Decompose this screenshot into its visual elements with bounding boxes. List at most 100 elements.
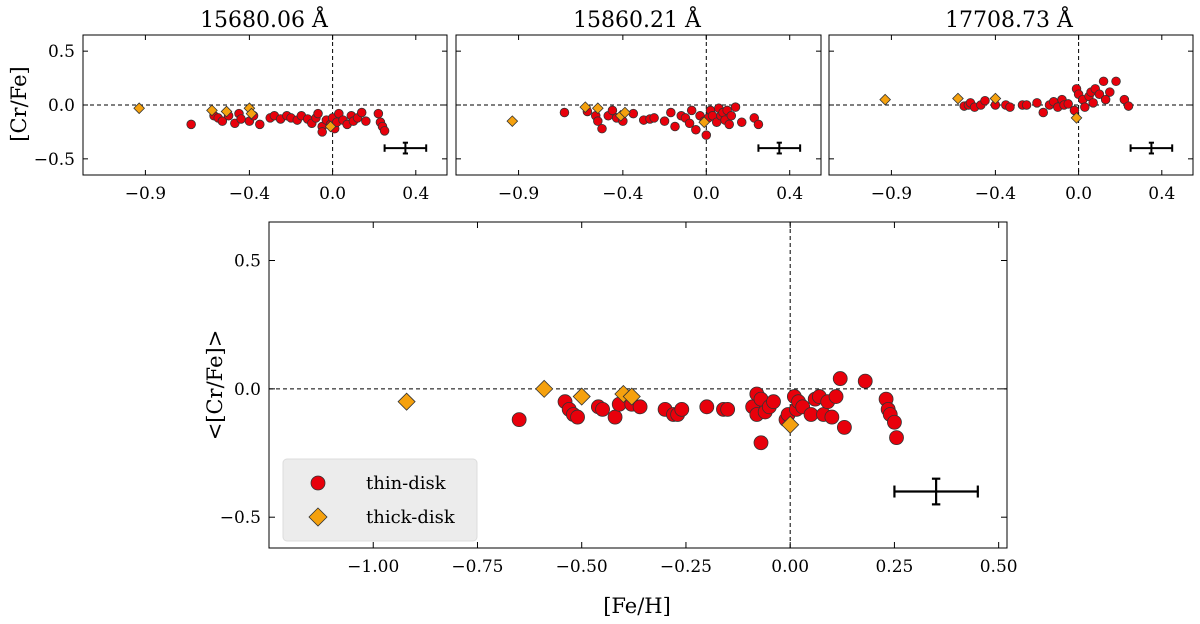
point-thin-disk (857, 373, 873, 389)
point-thick-disk (324, 120, 337, 133)
panel-15680: 15680.06 Å [Cr/Fe] −0.9 −0.4 0.0 0.4 0.5 0.0 −… (7, 5, 448, 204)
point-thick-disk (1070, 112, 1083, 124)
point-thick-disk (622, 387, 641, 406)
error-bar (757, 141, 802, 155)
legend-label-thick-disk: thick-disk (366, 507, 456, 528)
point-thin-disk (217, 116, 228, 126)
x-tick-label: 0.4 (776, 184, 803, 204)
point-thin-disk (730, 102, 741, 112)
point-thick-disk (397, 392, 416, 411)
x-tick-label: −0.9 (871, 184, 912, 204)
point-thin-disk (255, 119, 265, 130)
point-thin-disk (753, 119, 764, 130)
point-thick-disk (591, 102, 604, 115)
panel-title: 17708.73 Å (945, 5, 1074, 33)
y-tick-label: 0.5 (48, 42, 75, 62)
point-thin-disk (803, 407, 819, 422)
point-thin-disk (889, 430, 904, 446)
point-thin-disk (726, 111, 737, 121)
point-thin-disk (593, 116, 603, 126)
error-bar (1129, 141, 1174, 155)
x-tick-label: −0.50 (556, 557, 608, 577)
point-thin-disk (1005, 102, 1015, 112)
point-thin-disk (511, 412, 527, 428)
y-tick-label: 0.0 (234, 380, 261, 400)
point-thin-disk (824, 409, 840, 425)
x-tick-label: −0.4 (602, 184, 643, 204)
point-thin-disk (597, 123, 607, 134)
point-thin-disk (1100, 94, 1111, 105)
point-thin-disk (701, 130, 712, 140)
legend-marker-thick-disk (308, 507, 328, 527)
point-thick-disk (698, 116, 711, 129)
y-axis-label: <[Cr/Fe]> (203, 330, 227, 441)
x-tick-label: −0.4 (229, 184, 270, 204)
point-thin-disk (887, 414, 902, 430)
error-bar (893, 477, 979, 506)
point-thin-disk (607, 409, 623, 425)
point-thick-disk (220, 105, 233, 118)
point-thick-disk (572, 387, 591, 406)
x-tick-label: −0.9 (125, 184, 166, 204)
panel-title: 15680.06 Å (200, 5, 329, 33)
point-thick-disk (781, 415, 800, 434)
x-tick-label: 0.0 (319, 184, 346, 204)
point-thin-disk (836, 419, 852, 435)
point-thick-disk (206, 104, 218, 117)
point-thin-disk (313, 108, 323, 119)
point-thin-disk (559, 107, 570, 118)
point-thin-disk (317, 127, 327, 137)
point-thin-disk (649, 113, 659, 123)
point-thin-disk (1088, 98, 1098, 108)
point-thin-disk (737, 117, 747, 127)
y-tick-label: −0.5 (34, 150, 75, 170)
point-thin-disk (628, 108, 639, 119)
point-thin-disk (670, 121, 680, 132)
point-thin-disk (724, 119, 734, 130)
point-thin-disk (595, 401, 610, 417)
point-thin-disk (379, 126, 390, 136)
point-thin-disk (1123, 101, 1134, 111)
point-thick-disk (133, 102, 145, 115)
point-thin-disk (1021, 100, 1032, 110)
point-thin-disk (570, 409, 585, 425)
point-thick-disk (245, 107, 258, 120)
y-tick-label: 0.5 (234, 252, 261, 272)
point-thick-disk (989, 92, 1002, 105)
legend: thin-disk thick-disk (282, 458, 478, 542)
point-thick-disk (952, 92, 964, 105)
panel-15860: 15860.21 Å −0.9 −0.4 0.0 0.4 (455, 5, 822, 204)
y-tick-label: −0.5 (220, 508, 261, 528)
point-thin-disk (1105, 87, 1115, 97)
point-thin-disk (1080, 102, 1090, 112)
point-thin-disk (1098, 76, 1109, 87)
point-thin-disk (186, 119, 196, 130)
panel-mean: <[Cr/Fe]> [Fe/H] −1.00 −0.75 −0.50 −0.25 0.0… (203, 221, 1018, 618)
legend-marker-thin-disk (310, 475, 326, 491)
x-tick-label: 0.0 (693, 184, 720, 204)
x-tick-label: 0.50 (980, 557, 1018, 577)
point-thin-disk (686, 105, 697, 116)
point-thin-disk (666, 107, 676, 118)
y-tick-label: 0.0 (48, 96, 75, 116)
point-thin-disk (753, 435, 769, 451)
point-thin-disk (720, 401, 736, 417)
x-tick-label: 0.4 (402, 184, 429, 204)
x-tick-label: 0.00 (771, 557, 809, 577)
x-tick-label: −0.4 (975, 184, 1016, 204)
point-thin-disk (1111, 76, 1121, 87)
point-thin-disk (691, 125, 701, 135)
x-tick-label: −0.9 (498, 184, 539, 204)
point-thin-disk (356, 107, 367, 118)
panel-title: 15860.21 Å (573, 5, 702, 33)
point-thin-disk (1094, 89, 1105, 99)
point-thin-disk (632, 399, 648, 415)
x-tick-label: −0.25 (660, 557, 712, 577)
point-thin-disk (674, 401, 690, 417)
point-thin-disk (684, 118, 695, 129)
point-thin-disk (236, 114, 246, 124)
point-thin-disk (699, 399, 715, 415)
y-axis-label: [Cr/Fe] (7, 66, 31, 141)
x-tick-label: 0.0 (1065, 184, 1092, 204)
